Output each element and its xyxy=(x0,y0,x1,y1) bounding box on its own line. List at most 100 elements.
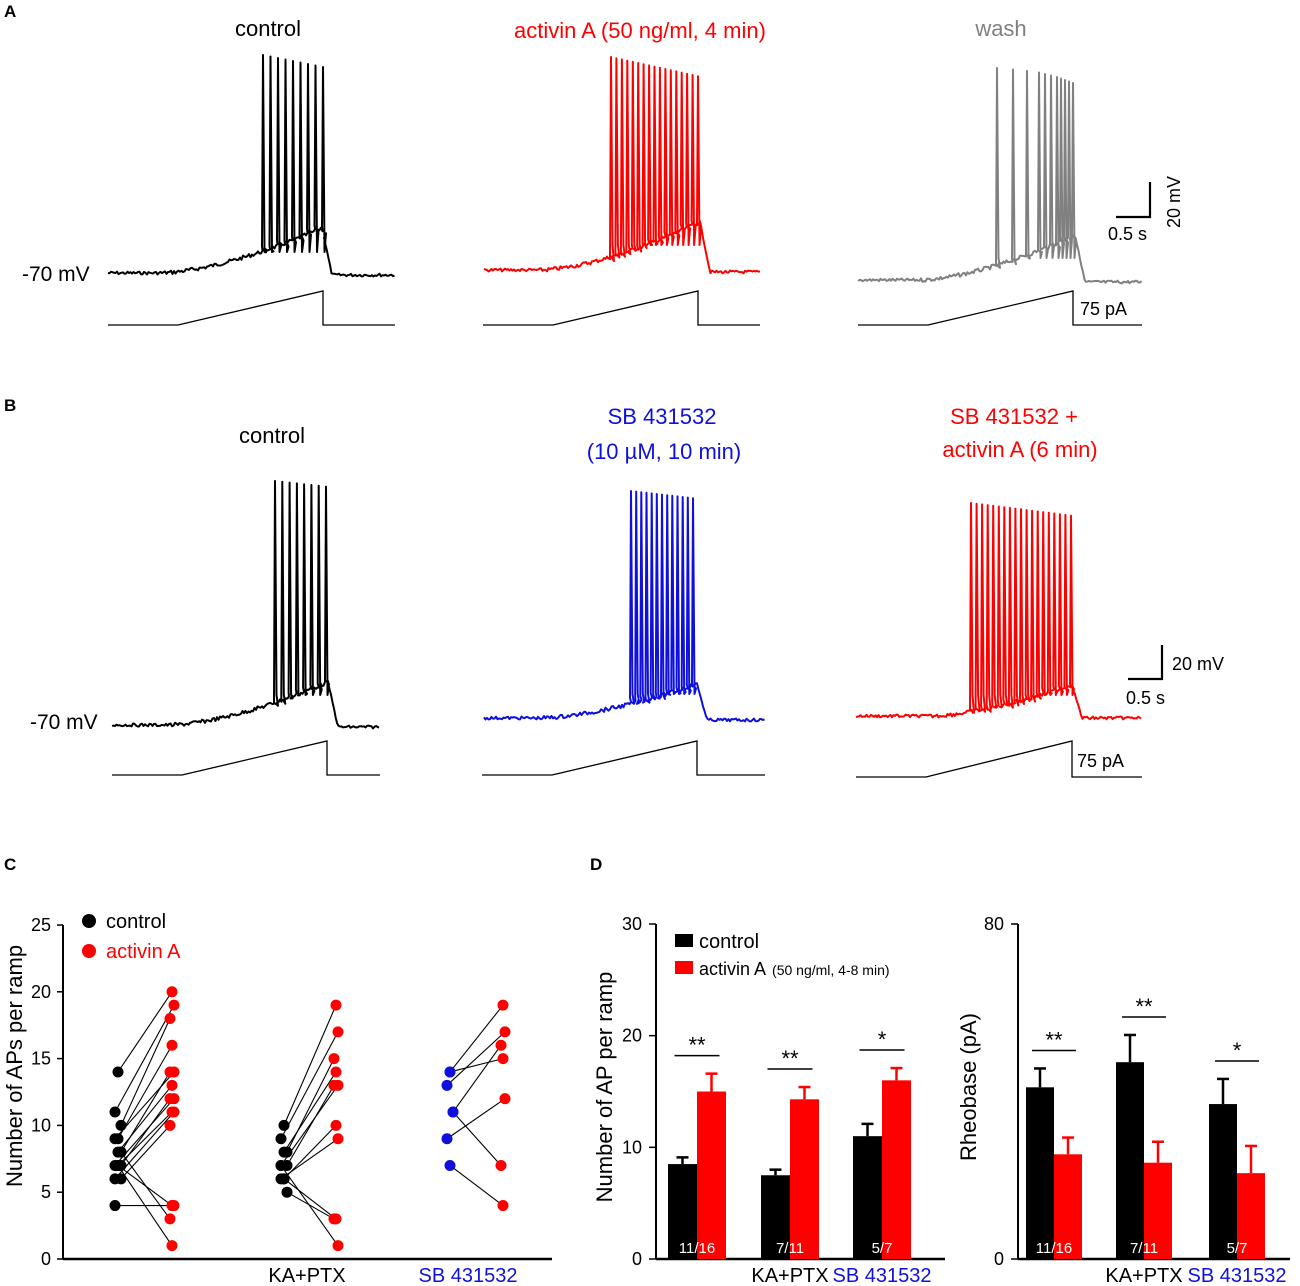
panel-c-pair-line xyxy=(120,1125,171,1180)
panel-d1-bar-activin xyxy=(790,1099,819,1259)
panel-c-point-control xyxy=(278,1146,290,1158)
panel-c-point-activin xyxy=(330,1119,342,1131)
panel-c-point-control xyxy=(441,1133,453,1145)
panel-c-point-activin xyxy=(328,1053,340,1065)
panel-c-point-activin xyxy=(166,1079,178,1091)
panel-c-point-activin xyxy=(328,1079,340,1091)
panel-c-point-activin xyxy=(164,1093,176,1105)
panel-d2-n-label: 5/7 xyxy=(1227,1240,1248,1257)
panel-c-category-kaptx: KA+PTX xyxy=(268,1265,345,1286)
panel-c-pair-line xyxy=(449,1058,504,1073)
panel-b-title-control: control xyxy=(239,423,305,448)
panel-d1-y-tick-label: 10 xyxy=(622,1137,642,1157)
panel-a: A control activin A (50 ng/ml, 4 min) wa… xyxy=(4,2,1184,326)
panel-c-point-control xyxy=(112,1159,124,1171)
panel-d-legend-activin-detail: (50 ng/ml, 4-8 min) xyxy=(772,962,889,978)
panel-c-legend-activin: activin A xyxy=(106,941,181,963)
panel-a-ramp-activin xyxy=(483,290,760,326)
panel-c-point-activin xyxy=(495,1159,507,1171)
panel-c-pair-line xyxy=(446,1098,506,1140)
panel-c-pair-line xyxy=(286,1191,335,1220)
panel-c-y-tick-label: 0 xyxy=(41,1249,51,1269)
panel-c-point-activin xyxy=(164,1013,176,1025)
panel-c-legend-control: control xyxy=(106,911,166,933)
panel-d1-significance-stars: * xyxy=(878,1027,887,1052)
panel-c: C Number of APs per ramp 0 5 10 15 20 25 KA+P… xyxy=(2,855,552,1286)
panel-b-letter: B xyxy=(4,396,16,415)
panel-d1-bar-control xyxy=(761,1175,790,1259)
panel-c-point-activin xyxy=(168,999,180,1011)
panel-c-point-control xyxy=(441,1079,453,1091)
panel-c-y-tick-label: 20 xyxy=(31,982,51,1002)
panel-d-legend-activin: activin A (50 ng/ml, 4-8 min) xyxy=(699,959,890,979)
panel-b-ramp-label: 75 pA xyxy=(1077,751,1124,771)
panel-c-pair-line xyxy=(280,1138,339,1180)
panel-d1-n-label: 7/11 xyxy=(776,1240,804,1257)
panel-d1-y-axis-title: Number of AP per ramp xyxy=(592,972,617,1203)
panel-d2-n-label: 11/16 xyxy=(1036,1240,1072,1257)
panel-c-point-activin xyxy=(168,1106,180,1118)
panel-a-rest-label: -70 mV xyxy=(22,263,90,286)
panel-c-point-activin xyxy=(164,1119,176,1131)
panel-b-traces xyxy=(111,480,1142,778)
panel-c-pair-line xyxy=(120,1018,171,1126)
panel-d1-category-label: KA+PTX xyxy=(751,1265,828,1286)
panel-b-title-sb-line2: (10 µM, 10 min) xyxy=(587,439,742,464)
panel-b-trace-control xyxy=(111,480,380,730)
panel-c-point-activin xyxy=(499,1026,511,1038)
panel-b-ramp-control xyxy=(112,740,380,776)
panel-b-trace-sb xyxy=(483,490,765,723)
panel-d2-bar-activin xyxy=(1054,1154,1082,1259)
panel-d2-significance-stars: * xyxy=(1233,1038,1242,1063)
panel-d1-y-tick-label: 20 xyxy=(622,1026,642,1046)
panel-c-pair-line xyxy=(283,1125,337,1180)
panel-a-title-activin: activin A (50 ng/ml, 4 min) xyxy=(514,18,766,43)
panel-d1-bar-activin xyxy=(882,1080,911,1259)
panel-d-letter: D xyxy=(590,855,602,874)
panel-c-pair-line xyxy=(449,1004,504,1073)
panel-c-point-control xyxy=(109,1133,121,1145)
panel-d1-y-tick-label: 30 xyxy=(622,914,642,934)
panel-c-pair-line xyxy=(120,1151,171,1220)
panel-d: D Number of AP per ramp Rheobase (pA) 0 1… xyxy=(590,855,1290,1286)
panel-d2-category-label: KA+PTX xyxy=(1105,1265,1182,1286)
panel-d2-bar-activin xyxy=(1144,1162,1172,1259)
panel-c-pair-line xyxy=(452,1044,502,1113)
panel-a-traces xyxy=(107,54,1143,326)
panel-c-pair-line xyxy=(117,1165,173,1246)
panel-a-letter: A xyxy=(4,2,16,21)
panel-c-point-control xyxy=(275,1133,287,1145)
panel-c-pair-line xyxy=(283,1178,337,1220)
panel-c-point-activin xyxy=(166,1240,178,1252)
panel-c-point-activin xyxy=(499,1093,511,1105)
panel-d-legend-control: control xyxy=(699,931,759,953)
panel-a-trace-activin xyxy=(483,56,761,275)
panel-c-legend-control-marker xyxy=(82,914,96,928)
panel-c-point-activin xyxy=(164,1066,176,1078)
panel-c-pair-line xyxy=(280,1165,339,1246)
panel-c-pair-line xyxy=(117,1044,173,1140)
panel-d2-bar-activin xyxy=(1237,1173,1265,1259)
panel-c-legend-activin-marker xyxy=(82,944,96,958)
panel-c-pair-line xyxy=(283,1004,337,1126)
panel-d2-bar-control xyxy=(1116,1062,1144,1259)
panel-d1-n-label: 11/16 xyxy=(679,1240,715,1257)
panel-b-scale-bar xyxy=(1128,645,1164,681)
panel-a-title-control: control xyxy=(235,16,301,41)
panel-c-point-control xyxy=(109,1200,121,1212)
panel-b-title-sba-line2: activin A (6 min) xyxy=(942,437,1097,462)
panel-a-scale-time: 0.5 s xyxy=(1108,224,1147,244)
panel-c-point-control xyxy=(447,1106,459,1118)
panel-d2-bar-control xyxy=(1026,1087,1054,1259)
panel-c-pair-line xyxy=(449,1165,504,1206)
panel-d-legend-activin-swatch xyxy=(675,961,693,974)
panel-c-point-control xyxy=(444,1159,456,1171)
panel-d-bars: 0 10 20 30 ** 11/16 ** 7/11 KA+PTX * 5/7 SB 431532 0… xyxy=(622,914,1287,1286)
panel-d2-y-axis-title: Rheobase (pA) xyxy=(956,1013,981,1161)
panel-d2-significance-stars: ** xyxy=(1045,1027,1063,1052)
panel-c-point-activin xyxy=(332,1026,344,1038)
panel-c-ticks: 0 5 10 15 20 25 xyxy=(31,915,63,1269)
panel-c-letter: C xyxy=(4,855,16,874)
panel-c-point-control xyxy=(112,1066,124,1078)
